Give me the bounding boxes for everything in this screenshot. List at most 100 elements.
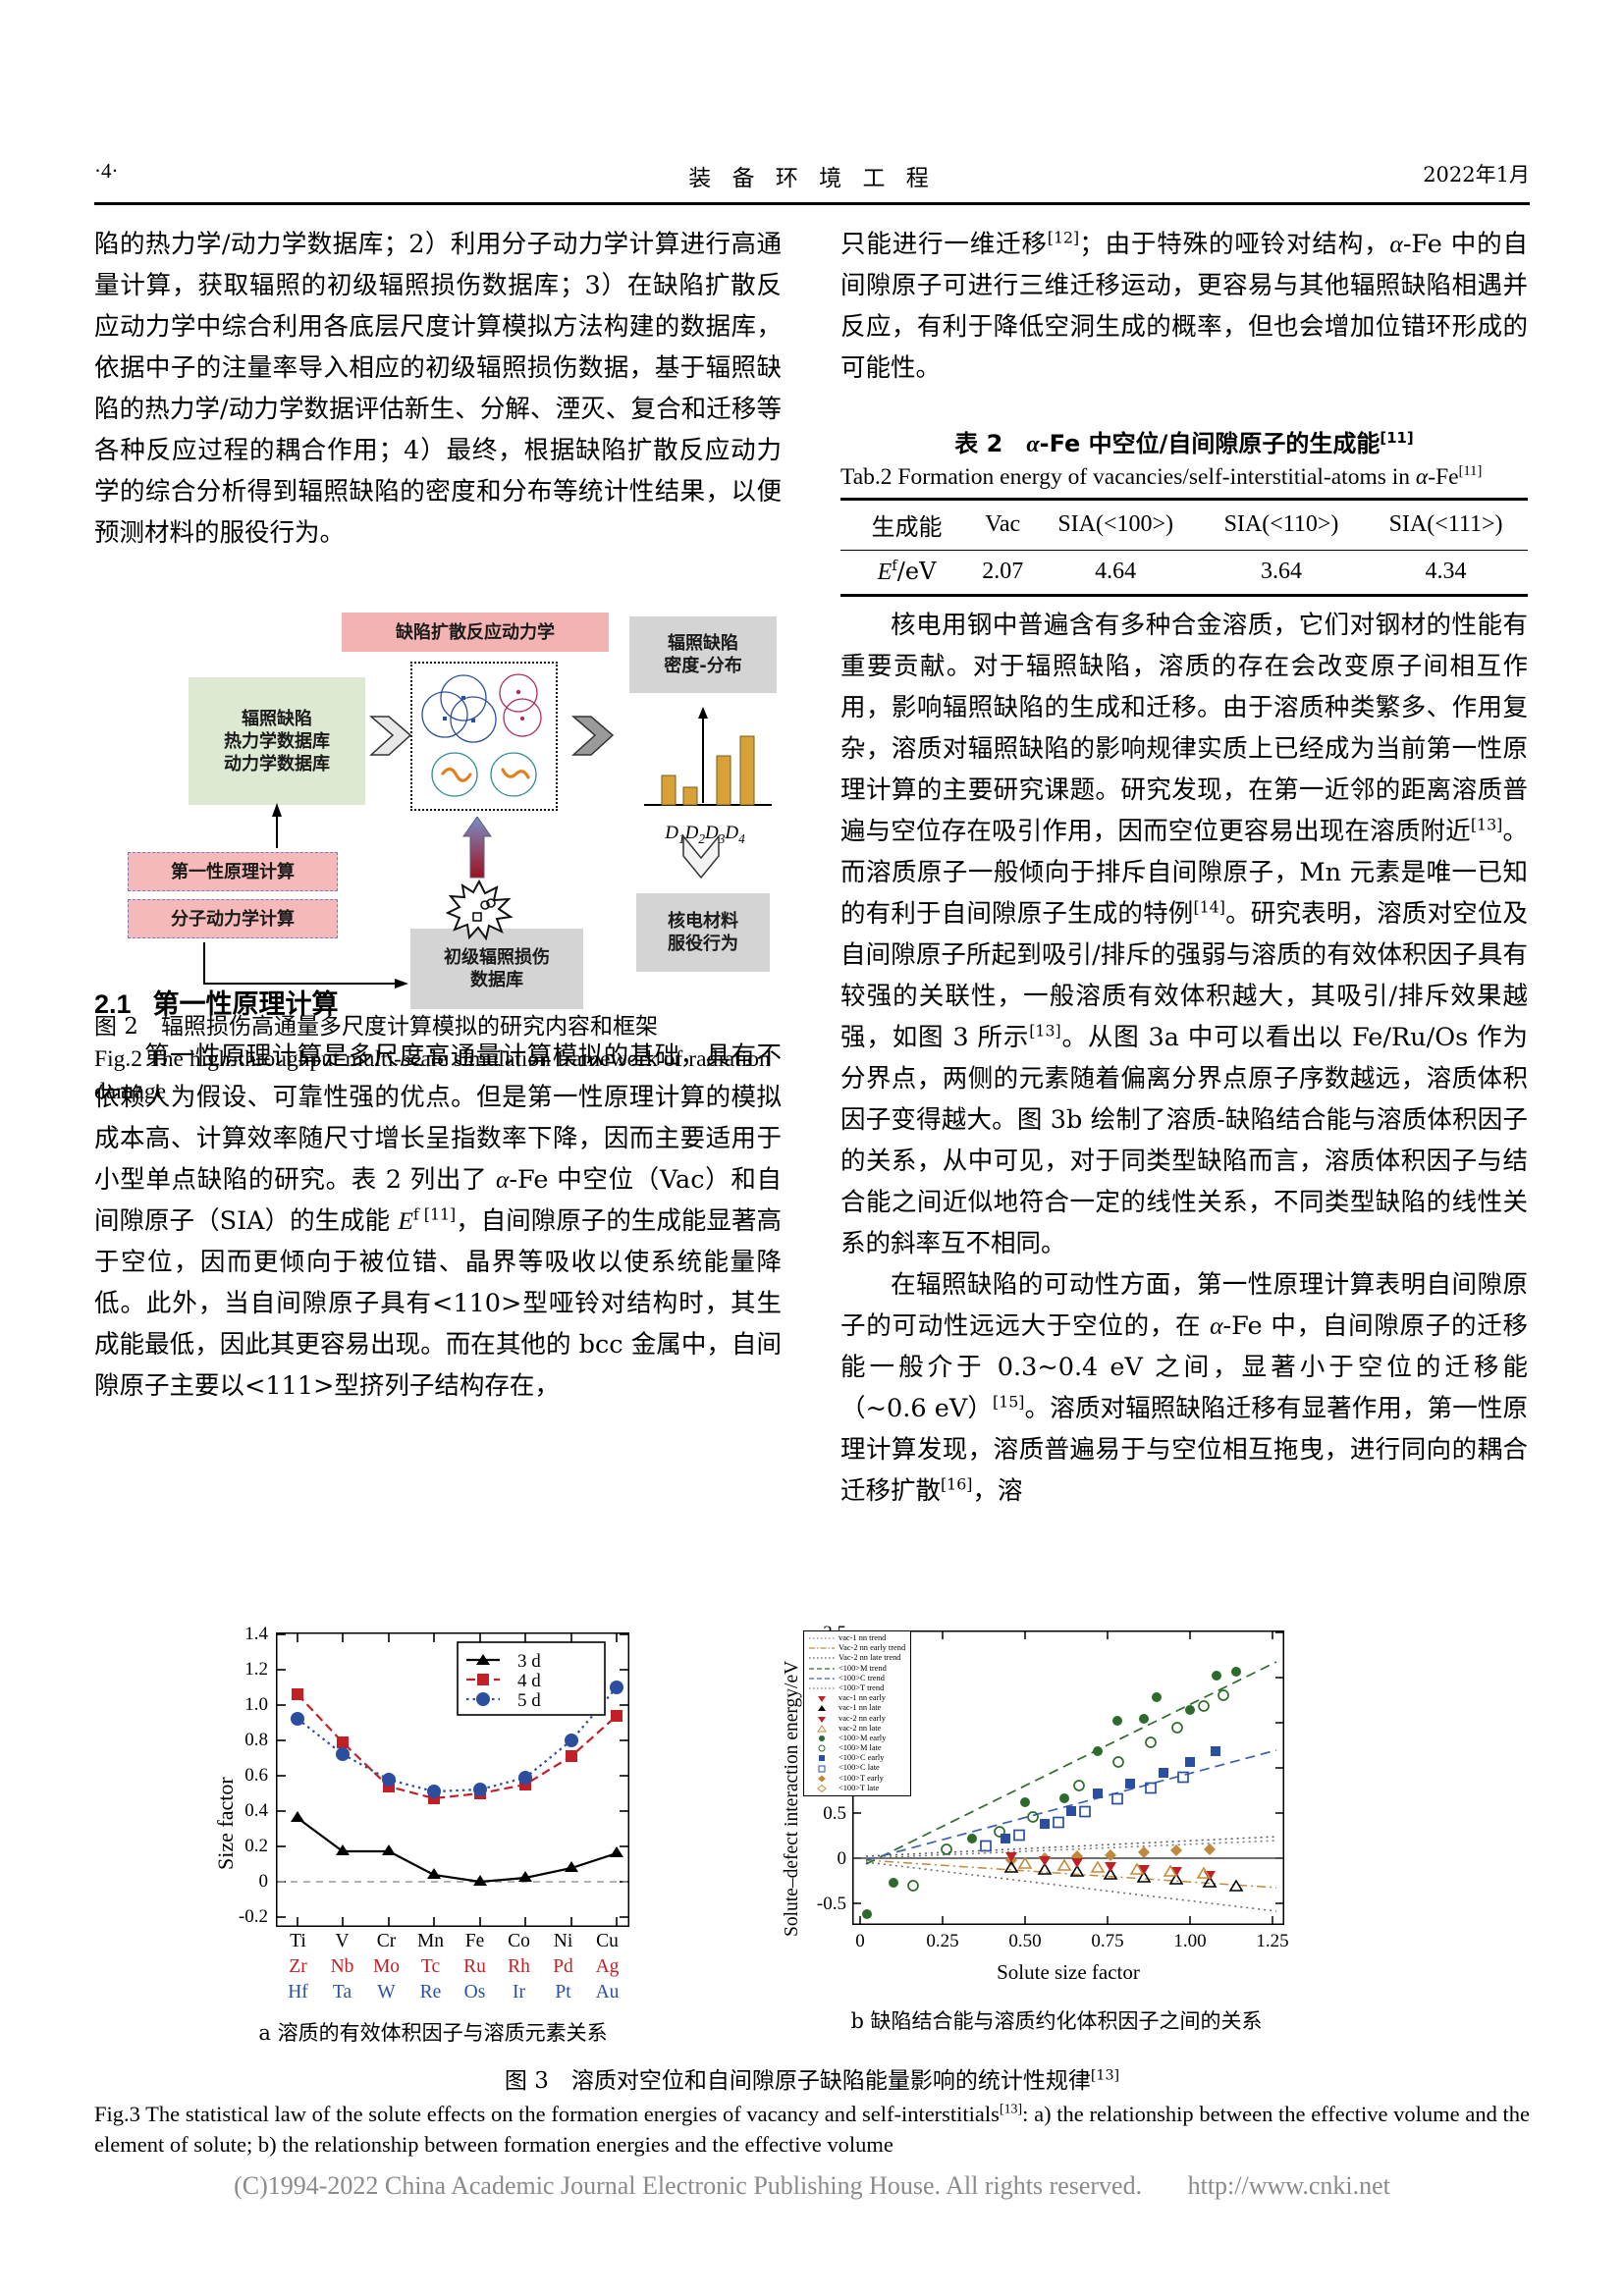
table2-caption-cn-b: -Fe 中空位/自间隙原子的生成能 — [1039, 430, 1380, 457]
figure3a-xlabels-4d: Zr Nb Mo Tc Ru Rh Pd Ag — [276, 1956, 629, 1978]
figure3b-xtick-0: 0 — [855, 1931, 865, 1951]
figure3a-xlabels-3d: Ti V Cr Mn Fe Co Ni Cu — [276, 1931, 629, 1952]
paragraph-2-1: 第一性原理计算是多尺度高通量计算模拟的基础，具有不依赖人为假设、可靠性强的优点。… — [94, 1036, 782, 1407]
table2-header-4: SIA(<111>) — [1388, 511, 1503, 537]
figure2-kinetics-bar: 缺陷扩散反应动力学 — [342, 613, 609, 652]
table2-caption-en-a: Tab.2 Formation energy of vacancies/self… — [840, 464, 1416, 490]
figure3b-series-100M-early — [862, 1667, 1241, 1919]
figure3b-legend-item-4: <100>C trend — [809, 1674, 905, 1683]
figure2-chevron-down-icon — [682, 834, 720, 880]
figure3-caption-cn: 图 3 溶质对空位和自间隙原子缺陷能量影响的统计性规律[13] — [94, 2061, 1530, 2095]
figure3a-ytick-1-0: 1.0 — [244, 1694, 268, 1715]
ref-16: [16] — [941, 1474, 973, 1494]
ref-14: [14] — [1193, 897, 1225, 917]
figure2-defect-density-box: 辐照缺陷 密度-分布 — [629, 616, 777, 693]
alpha-symbol-2: α — [1389, 230, 1403, 258]
section-heading-2-1: 2.1 第一性原理计算 — [94, 984, 782, 1026]
figure2-primary-damage-line2: 数据库 — [470, 970, 523, 990]
xlabel-3d-2: Cr — [376, 1931, 397, 1951]
table2-header-row: 生成能 Vac SIA(<100>) SIA(<110>) SIA(<111>) — [840, 499, 1528, 551]
figure3b-legend-item-12: <100>C early — [809, 1753, 905, 1763]
ref-15: [15] — [993, 1392, 1025, 1412]
figure3b-trend-vac1nn — [865, 1861, 1277, 1912]
right-mid-d: 。从图 3a 中可以看出以 Fe/Ru/Os 作为分界点，两侧的元素随着偏离分界… — [840, 1023, 1528, 1258]
figure3b-legend-label-11: <100>M late — [839, 1743, 882, 1753]
figure3b-legend-label-12: <100>C early — [839, 1753, 885, 1763]
figure3b-legend-label-7: vac-1 nn late — [839, 1703, 882, 1713]
figure3b-trend-100T — [865, 1840, 1277, 1859]
table2-header-3: SIA(<110>) — [1223, 511, 1339, 537]
figure2-md-label: 分子动力学计算 — [171, 908, 295, 930]
xlabel-4d-4: Ru — [463, 1956, 486, 1977]
figure3-caption-cn-ref: [13] — [1090, 2067, 1120, 2084]
figure2-nuclear-line2: 服役行为 — [668, 934, 738, 954]
figure2-gradient-arrow-up-icon — [462, 817, 492, 879]
right-mid-a: 核电用钢中普遍含有多种合金溶质，它们对钢材的性能有重要贡献。对于辐照缺陷，溶质的… — [840, 611, 1528, 846]
paragraph-right-last: 在辐照缺陷的可动性方面，第一性原理计算表明自间隙原子的可动性远远大于空位的，在 … — [840, 1264, 1528, 1512]
xlabel-3d-6: Ni — [553, 1931, 573, 1951]
xlabel-5d-6: Pt — [555, 1982, 571, 2002]
ref-11: [11] — [418, 1204, 457, 1224]
page-header: ·4· 装 备 环 境 工 程 2022年1月 — [94, 159, 1530, 208]
figure3b-legend-item-2: Vac-2 nn late trend — [809, 1653, 905, 1663]
figure3b-xtick-025: 0.25 — [926, 1931, 959, 1951]
figure3b-trend-100M — [865, 1661, 1277, 1865]
table2-value-1: 4.64 — [1095, 559, 1137, 584]
xlabel-4d-6: Pd — [553, 1956, 573, 1977]
figure2-kinetics-label: 缺陷扩散反应动力学 — [396, 621, 555, 643]
xlabel-4d-3: Tc — [420, 1956, 441, 1977]
figure2-density-line2: 密度-分布 — [664, 656, 742, 676]
figure2-defect-cluster-icon — [421, 673, 542, 797]
figure3-caption-cn-text: 图 3 溶质对空位和自间隙原子缺陷能量影响的统计性规律 — [504, 2068, 1091, 2094]
figure3b-legend-label-9: vac-2 nn late — [839, 1723, 882, 1733]
figure3a-canvas: 3 d 4 d 5 d — [276, 1632, 629, 1927]
figure3a-ytick-1-2: 1.2 — [244, 1659, 268, 1680]
legend-marker-100C-early — [809, 1754, 835, 1762]
figure3b-legend-label-0: vac-1 nn trend — [839, 1633, 887, 1642]
xlabel-3d-5: Co — [508, 1931, 530, 1951]
figure2-primary-damage-line1: 初级辐照损伤 — [444, 947, 550, 968]
figure3a-legend: 3 d 4 d 5 d — [457, 1641, 606, 1716]
figure3b-ytick-neg-0-5: -0.5 — [816, 1894, 846, 1914]
figure3a-ytick-0-4: 0.4 — [244, 1800, 268, 1821]
right-last-c: 。溶质对辐照缺陷迁移有显著作用，第一性原理计算发现，溶质普遍易于与空位相互拖曳，… — [840, 1394, 1528, 1506]
figure3a-xlabels-5d: Hf Ta W Re Os Ir Pt Au — [276, 1982, 629, 2003]
figure3b-subcaption: b 缺陷结合能与溶质约化体积因子之间的关系 — [850, 2009, 1263, 2033]
cnki-url[interactable]: http://www.cnki.net — [1187, 2171, 1390, 2200]
table2-row-label-unit: /eV — [896, 558, 937, 585]
figure3-caption-en-ref: [13] — [999, 2102, 1023, 2117]
figure3b-ytick-0-5: 0.5 — [823, 1803, 846, 1824]
figure3b-legend-label-15: <100>T late — [839, 1783, 880, 1792]
figure2-simulation-region — [410, 662, 558, 811]
xlabel-4d-0: Zr — [289, 1956, 307, 1977]
figure3b-series-vac1nn-late — [1003, 1860, 1244, 1892]
right-last-d: ，溶 — [972, 1476, 1023, 1506]
figure3b-legend-label-2: Vac-2 nn late trend — [839, 1653, 901, 1663]
table2-header-2: SIA(<100>) — [1057, 511, 1174, 537]
xlabel-4d-2: Mo — [372, 1956, 401, 1977]
figure2-cascade-burst-icon — [446, 880, 514, 940]
figure3b-series-100C-early — [1001, 1746, 1220, 1843]
issue-date: 2022年1月 — [1423, 163, 1530, 187]
right-top-b: ；由于特殊的哑铃对结构， — [1079, 230, 1390, 259]
legend-marker-vac1nn-late — [809, 1704, 835, 1712]
right-top-a: 只能进行一维迁移 — [840, 230, 1048, 259]
figure3b-series-vac2nn-late — [1017, 1856, 1212, 1879]
legend-marker-100M-late — [809, 1744, 835, 1752]
figure3b-legend-item-1: Vac-2 nn early trend — [809, 1643, 905, 1653]
table2-value-0: 2.07 — [982, 559, 1024, 584]
table2-header-1: Vac — [985, 511, 1021, 537]
figure3b-legend: vac-1 nn trend Vac-2 nn early trend Vac-… — [803, 1630, 912, 1796]
legend-marker-100T-late — [809, 1784, 835, 1793]
section-title: 第一性原理计算 — [152, 989, 339, 1020]
figure3b-series-100M-late — [907, 1689, 1229, 1892]
figure3b-series-100C-late — [980, 1771, 1189, 1852]
figure3a-series-3d-markers — [291, 1811, 623, 1886]
legend-marker-vac2nn-late — [809, 1724, 835, 1733]
legend-marker-100M-trend — [809, 1665, 835, 1673]
table2-value-3: 4.34 — [1425, 559, 1467, 584]
figure3b-legend-item-6: vac-1 nn early — [809, 1693, 905, 1703]
figure3b-legend-label-5: <100>T trend — [839, 1682, 885, 1692]
table2-caption-en-b: -Fe — [1428, 464, 1459, 490]
alpha-symbol-3: α — [1210, 1311, 1223, 1340]
